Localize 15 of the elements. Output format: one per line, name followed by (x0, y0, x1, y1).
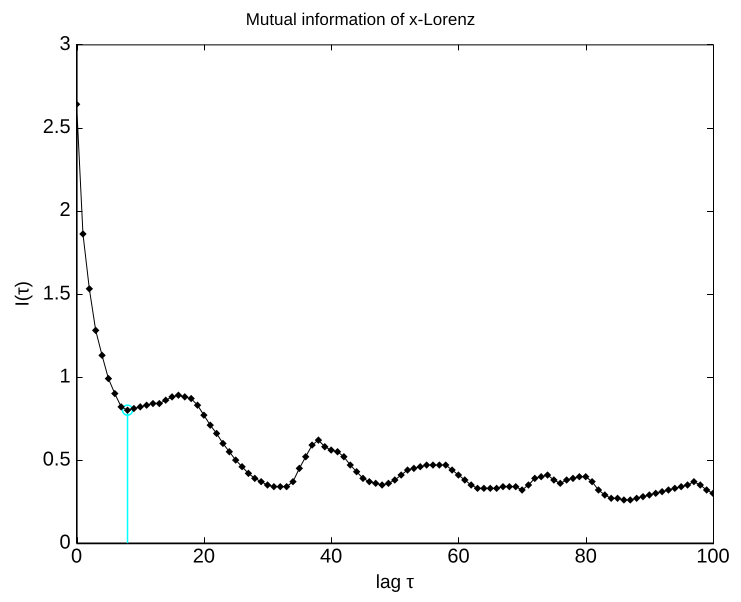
x-tick-label: 20 (192, 546, 216, 568)
y-tick-label: 0 (59, 532, 71, 554)
x-tick-label: 80 (574, 546, 597, 568)
x-tick-label: 60 (447, 546, 470, 568)
y-tick-label: 2 (59, 199, 71, 222)
y-tick-label: 1 (59, 365, 71, 388)
y-tick-label: 1.5 (42, 282, 71, 304)
x-tick-label: 100 (696, 546, 730, 568)
x-tick-label: 40 (320, 546, 342, 568)
y-tick-label: 2.5 (42, 116, 71, 138)
y-axis-title: I(τ) (12, 281, 34, 307)
x-axis-title: lag τ (376, 572, 414, 593)
chart-title: Mutual information of x-Lorenz (246, 10, 476, 29)
y-tick-label: 3 (59, 32, 71, 55)
y-tick-label: 0.5 (42, 448, 71, 471)
